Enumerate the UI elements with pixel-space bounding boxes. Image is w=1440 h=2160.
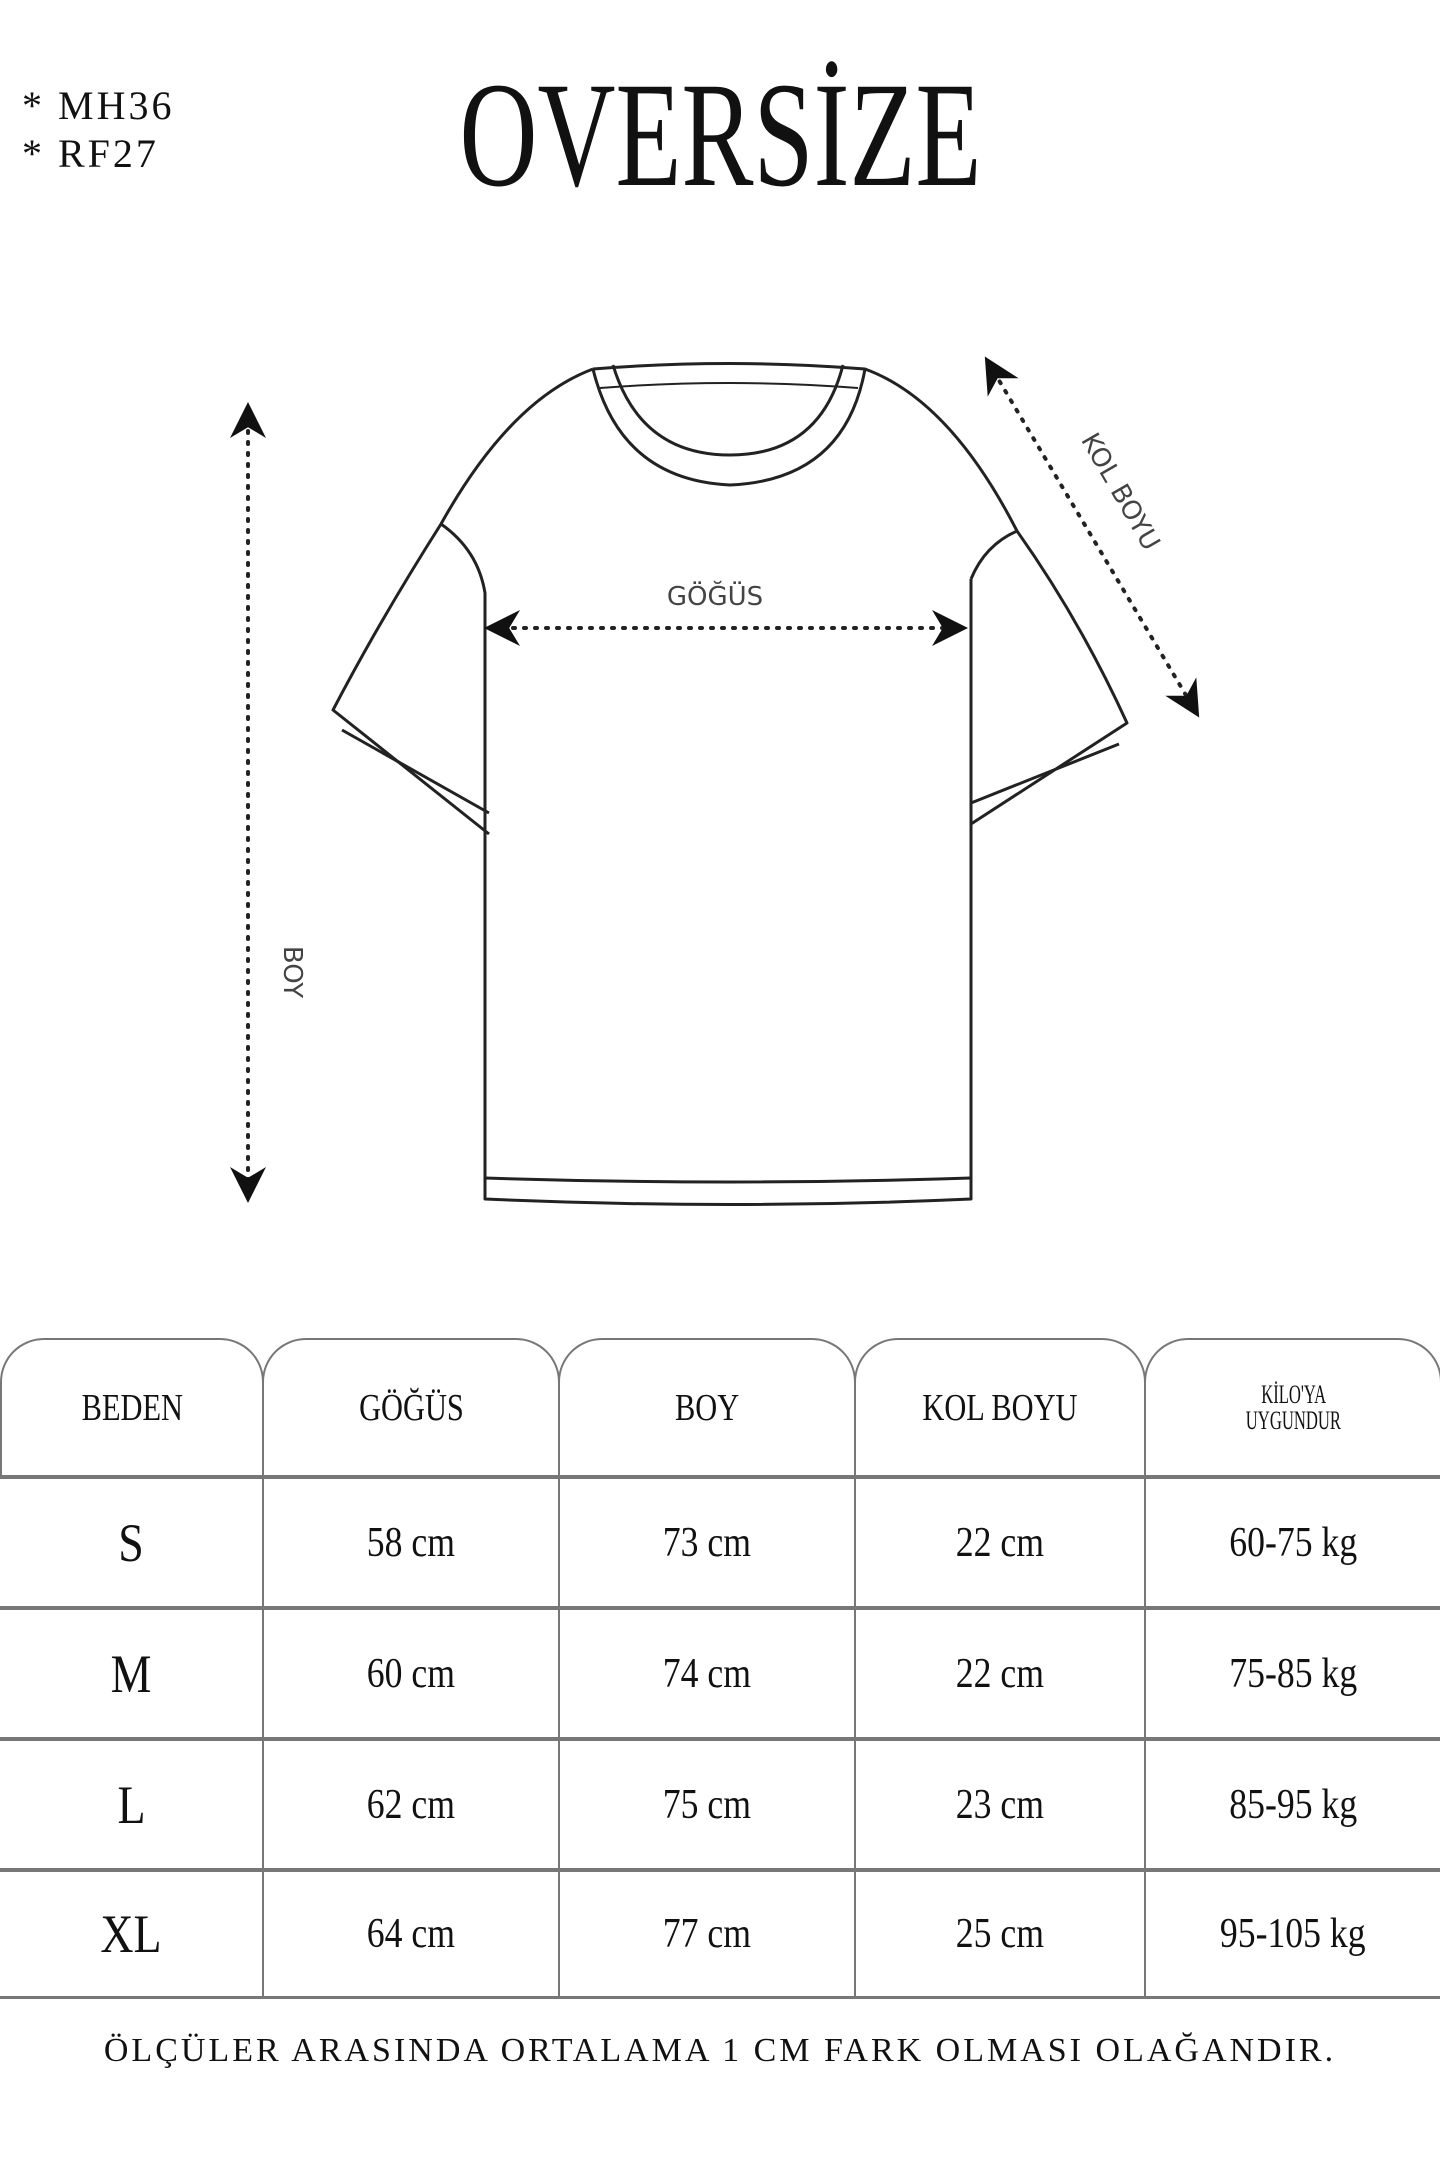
table-cell: M (0, 1610, 262, 1737)
sleeve-arrow (984, 356, 1200, 718)
cell-value: 77 cm (662, 1911, 752, 1957)
table-cell: 75 cm (558, 1741, 854, 1868)
cell-value: XL (100, 1904, 162, 1964)
cell-value: 75 cm (662, 1781, 752, 1828)
table-header: BEDEN GÖĞÜS BOY KOL BOYU KİLO'YA UYGUNDUR (0, 1338, 1440, 1475)
table-cell: 60 cm (262, 1610, 558, 1737)
cell-value: 85-95 kg (1229, 1781, 1357, 1828)
header-kilo: KİLO'YA UYGUNDUR (1144, 1338, 1440, 1475)
cell-value: 60 cm (366, 1650, 456, 1697)
chest-label: GÖĞÜS (667, 580, 763, 612)
cell-value: 62 cm (366, 1781, 456, 1828)
size-table: BEDEN GÖĞÜS BOY KOL BOYU KİLO'YA UYGUNDUR… (0, 1338, 1440, 1999)
cell-value: 75-85 kg (1229, 1650, 1357, 1697)
cell-value: 95-105 kg (1220, 1911, 1366, 1957)
table-row: M 60 cm 74 cm 22 cm 75-85 kg (0, 1606, 1440, 1737)
cell-value: 23 cm (955, 1781, 1045, 1828)
header-beden: BEDEN (0, 1338, 264, 1475)
table-cell: 74 cm (558, 1610, 854, 1737)
table-row: L 62 cm 75 cm 23 cm 85-95 kg (0, 1737, 1440, 1868)
product-codes: * MH36 * RF27 (22, 82, 174, 178)
table-row: XL 64 cm 77 cm 25 cm 95-105 kg (0, 1868, 1440, 1999)
header-kol-boyu: KOL BOYU (854, 1338, 1146, 1475)
cell-value: 60-75 kg (1229, 1519, 1357, 1566)
tshirt-diagram: GÖĞÜS BOY KOL BOYU (230, 356, 1200, 1206)
table-cell: 95-105 kg (1144, 1872, 1440, 1996)
cell-value: 73 cm (662, 1519, 752, 1566)
cell-value: 22 cm (955, 1650, 1045, 1697)
table-cell: 73 cm (558, 1479, 854, 1606)
table-cell: XL (0, 1872, 262, 1996)
cell-value: 74 cm (662, 1650, 752, 1697)
table-cell: 77 cm (558, 1872, 854, 1996)
product-code: * RF27 (22, 131, 159, 176)
sleeve-label: KOL BOYU (1074, 428, 1165, 556)
table-cell: 64 cm (262, 1872, 558, 1996)
table-cell: 62 cm (262, 1741, 558, 1868)
table-cell: 75-85 kg (1144, 1610, 1440, 1737)
table-row: S 58 cm 73 cm 22 cm 60-75 kg (0, 1475, 1440, 1606)
table-cell: 22 cm (854, 1610, 1144, 1737)
footer-note: ÖLÇÜLER ARASINDA ORTALAMA 1 CM FARK OLMA… (103, 2032, 1337, 2069)
page-title: OVERSİZE (459, 52, 981, 218)
table-cell: 60-75 kg (1144, 1479, 1440, 1606)
table-cell: 22 cm (854, 1479, 1144, 1606)
cell-value: S (118, 1512, 144, 1573)
product-code: * MH36 (22, 83, 175, 128)
header-gogus: GÖĞÜS (262, 1338, 560, 1475)
table-cell: 58 cm (262, 1479, 558, 1606)
tshirt-outline (331, 362, 1129, 1206)
cell-value: 58 cm (366, 1519, 456, 1566)
cell-value: M (110, 1643, 152, 1704)
table-cell: 25 cm (854, 1872, 1144, 1996)
cell-value: 25 cm (955, 1911, 1045, 1957)
header-boy: BOY (558, 1338, 856, 1475)
cell-value: 64 cm (366, 1911, 456, 1957)
table-cell: L (0, 1741, 262, 1868)
table-cell: 85-95 kg (1144, 1741, 1440, 1868)
table-cell: S (0, 1479, 262, 1606)
length-label: BOY (277, 946, 307, 998)
table-cell: 23 cm (854, 1741, 1144, 1868)
cell-value: L (116, 1774, 146, 1835)
cell-value: 22 cm (955, 1519, 1045, 1566)
